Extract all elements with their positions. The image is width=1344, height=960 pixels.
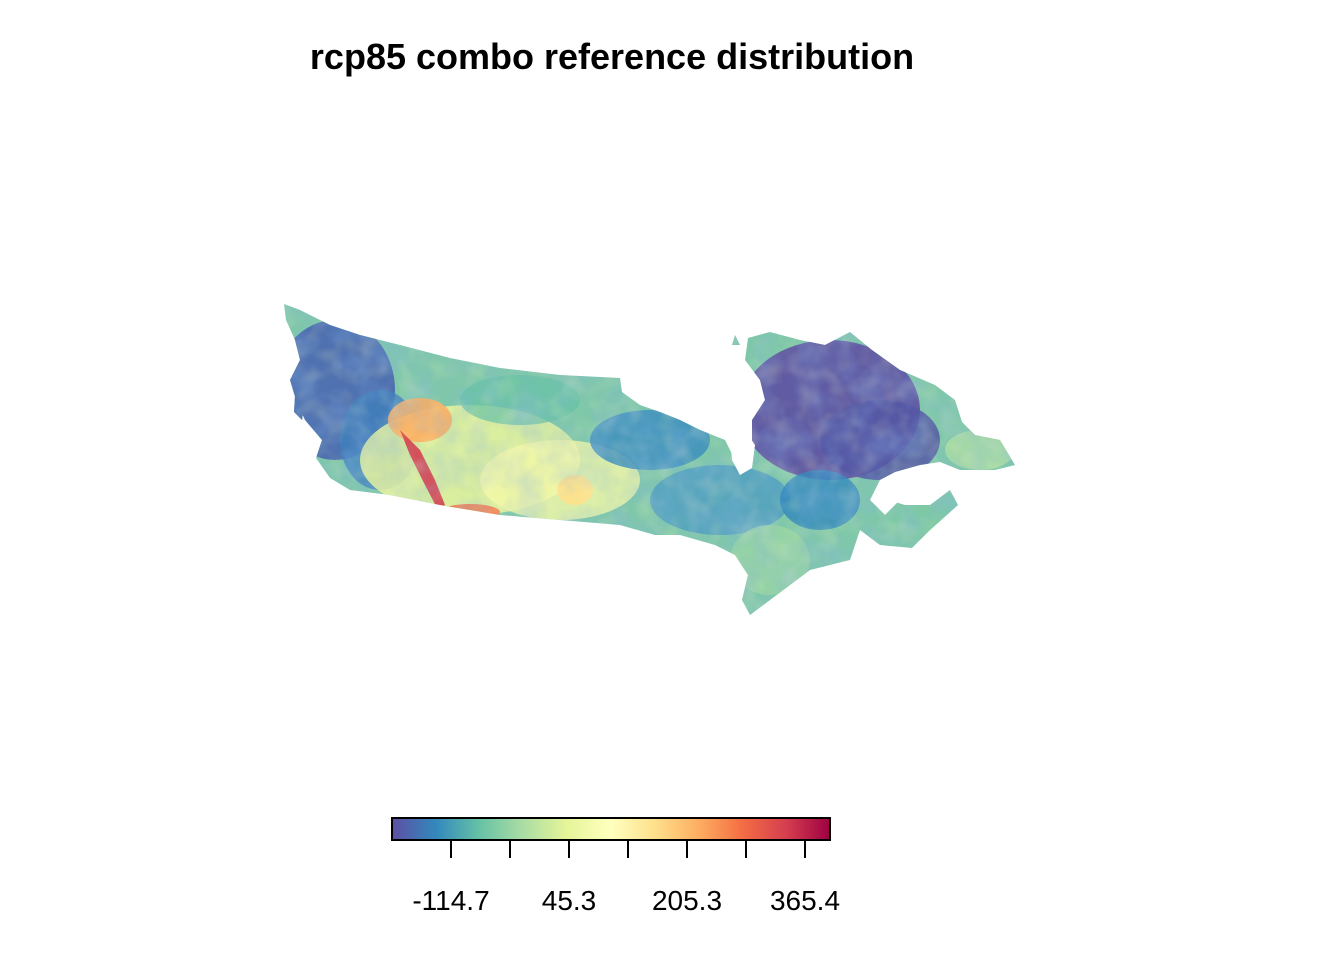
legend-colorbar	[391, 817, 831, 841]
legend-tick-label: -114.7	[412, 885, 489, 916]
color-legend: -114.7 45.3 205.3 365.4	[391, 817, 840, 916]
map-title: rcp85 combo reference distribution	[309, 36, 915, 77]
legend-tick-labels: -114.7 45.3 205.3 365.4	[412, 885, 840, 916]
legend-tick-label: 45.3	[542, 885, 597, 916]
legend-tick-label: 205.3	[652, 885, 722, 916]
legend-ticks	[450, 840, 806, 858]
canada-raster	[284, 304, 1015, 615]
legend-tick-label: 365.4	[770, 885, 840, 916]
james-bay	[730, 430, 755, 475]
gulf-st-lawrence	[880, 470, 950, 505]
